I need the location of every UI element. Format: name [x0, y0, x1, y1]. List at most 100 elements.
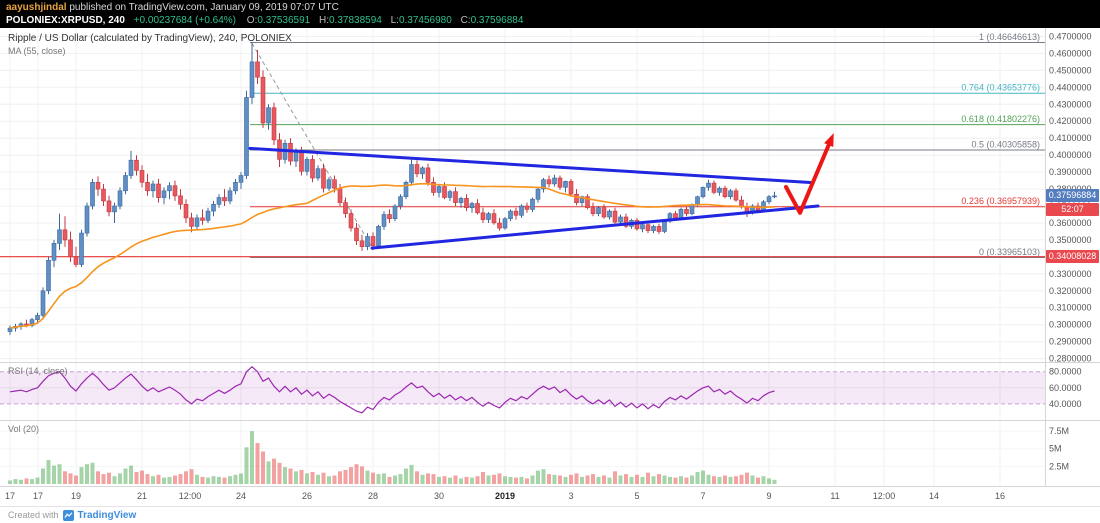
volume-bar — [684, 477, 689, 484]
candle-body — [101, 188, 106, 202]
volume-bar — [228, 476, 232, 484]
time-axis-label: 12:00 — [873, 491, 896, 501]
chart-canvas[interactable]: 1 (0.46646613) 0.764 (0.43653776) 0.618 (0… — [0, 28, 1100, 506]
time-axis-label: 3 — [568, 491, 573, 501]
volume-bar — [57, 464, 62, 484]
volume-axis-label: 5M — [1049, 444, 1062, 454]
volume-bar — [486, 475, 491, 484]
volume-bar — [360, 466, 364, 484]
candle-body — [464, 198, 469, 208]
low-label: L: — [390, 15, 399, 26]
volume-bar — [640, 476, 645, 484]
volume-bar — [662, 475, 667, 484]
candle-body — [299, 151, 304, 172]
volume-bar — [255, 443, 260, 484]
volume-bar — [206, 477, 210, 484]
support-line-price-badge: 0.34008028 — [1046, 249, 1099, 263]
candle-body — [513, 210, 519, 216]
volume-bar — [442, 476, 447, 484]
volume-bar — [448, 477, 452, 484]
price-axis-label: 0.4300000 — [1049, 99, 1092, 109]
candle-body — [557, 177, 563, 188]
author-name[interactable]: aayushjindal — [6, 2, 67, 13]
volume-bar — [288, 468, 293, 484]
candle-body — [414, 164, 420, 175]
candle-body — [128, 159, 134, 176]
price-axis-label: 0.2900000 — [1049, 337, 1092, 347]
candle-body — [227, 190, 233, 202]
volume-bar — [492, 474, 496, 484]
candle-body — [420, 167, 425, 175]
volume-bar — [673, 477, 678, 484]
triangle-trendline — [248, 146, 814, 185]
candle-body — [706, 182, 711, 188]
volume-bar — [613, 471, 617, 484]
volume-bar — [569, 474, 573, 484]
candle-body — [436, 186, 442, 193]
volume-bar — [580, 476, 584, 484]
volume-bar — [68, 473, 73, 484]
volume-bar — [305, 473, 309, 484]
volume-bar — [134, 472, 139, 484]
candle-body — [156, 183, 161, 198]
volume-bar — [343, 469, 348, 484]
volume-bar — [695, 472, 700, 484]
candle-body — [233, 182, 238, 192]
candle-body — [62, 229, 68, 241]
rsi-axis-label: 40.0000 — [1049, 399, 1082, 409]
volume-bar — [8, 480, 12, 484]
candle-body — [365, 236, 370, 247]
volume-bar — [574, 473, 579, 484]
trendlines-layer — [248, 146, 820, 250]
candle-body — [469, 203, 475, 208]
candle-body — [332, 179, 337, 189]
volume-bar — [46, 460, 51, 484]
candle-body — [733, 190, 739, 201]
symbol-name[interactable]: POLONIEX:XRPUSD, 240 — [6, 15, 125, 26]
volume-bar — [596, 476, 601, 484]
candle-body — [139, 170, 145, 183]
candle-body — [700, 187, 706, 197]
volume-bar — [767, 478, 771, 484]
rsi-band — [0, 371, 1045, 405]
fib-levels-layer: 1 (0.46646613) 0.764 (0.43653776) 0.618 (0… — [0, 32, 1045, 258]
candle-body — [387, 214, 392, 219]
volume-bar — [497, 473, 502, 484]
candle-body — [40, 290, 46, 316]
volume-bar — [118, 473, 122, 484]
candle-body — [684, 209, 689, 214]
volume-bar — [266, 461, 271, 484]
candle-body — [205, 210, 211, 221]
volume-bar — [734, 476, 738, 484]
volume-bar — [629, 476, 634, 484]
volume-bar — [437, 476, 441, 484]
arrow-head — [824, 133, 834, 147]
volume-bar — [459, 478, 463, 484]
tradingview-brand-link[interactable]: TradingView — [77, 509, 137, 521]
volume-bar — [536, 470, 540, 484]
time-axis-label: 2019 — [495, 491, 515, 501]
candle-body — [689, 204, 695, 214]
candle-body — [541, 179, 546, 190]
candle-body — [343, 202, 348, 214]
candle-body — [673, 213, 678, 219]
candle-body — [376, 226, 381, 247]
candle-body — [656, 226, 662, 232]
price-axis-label: 0.4600000 — [1049, 48, 1092, 58]
volume-bar — [233, 474, 238, 484]
high-value: 0.37838594 — [328, 15, 382, 26]
candle-body — [321, 168, 326, 189]
candle-body — [491, 213, 497, 224]
candle-body — [244, 97, 249, 176]
candle-body — [73, 256, 79, 265]
volume-bar — [393, 475, 397, 484]
volume-bar — [211, 476, 216, 484]
volume-bar — [79, 467, 84, 484]
rsi-axis-label: 60.0000 — [1049, 383, 1082, 393]
volume-bar — [316, 474, 320, 484]
time-axis-label: 24 — [236, 491, 246, 501]
volume-bar — [530, 475, 535, 484]
volume-bar — [503, 476, 507, 484]
candle-body — [475, 203, 480, 214]
rsi-line — [9, 365, 775, 414]
